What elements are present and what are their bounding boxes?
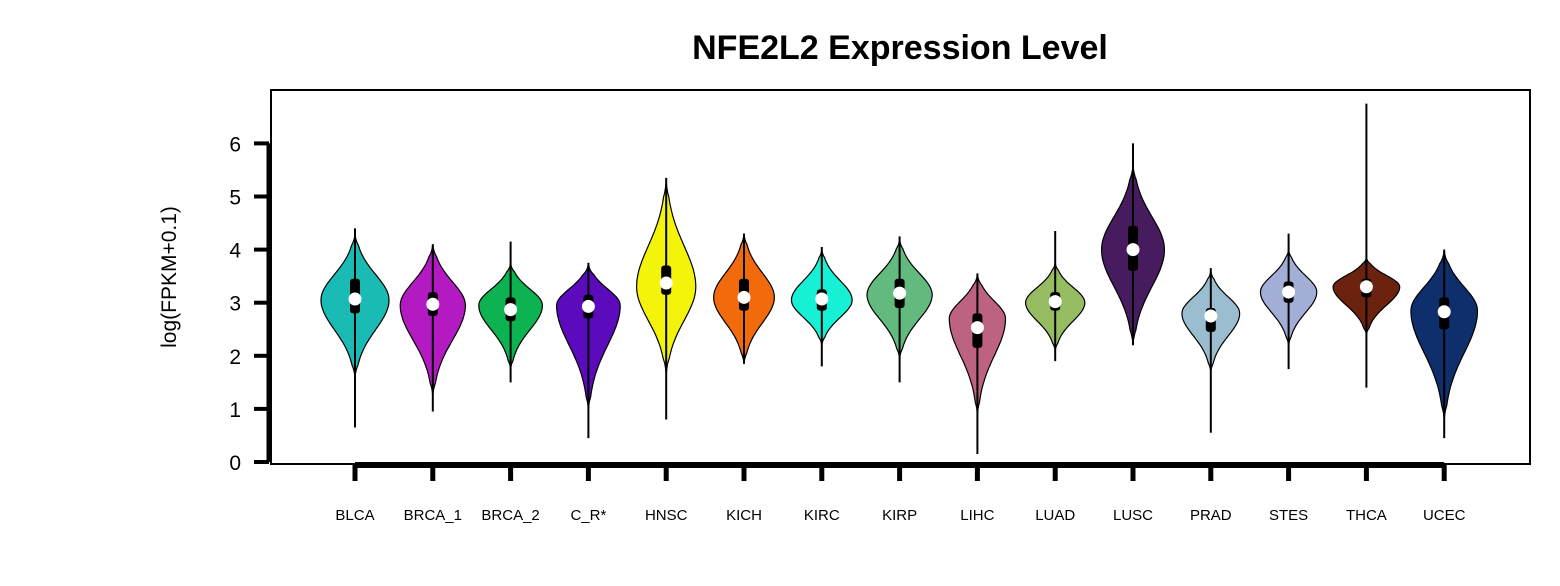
violin-thca — [1332, 103, 1401, 388]
x-tick-label: UCEC — [1423, 507, 1466, 524]
violin-median-point — [1437, 305, 1451, 319]
violin-median-point — [1048, 295, 1062, 309]
x-tick-label: BRCA_1 — [404, 507, 462, 524]
x-tick-label: KIRP — [882, 507, 917, 524]
y-tick-label: 5 — [229, 187, 241, 210]
x-tick-label: KICH — [726, 507, 762, 524]
x-tick-label: BLCA — [335, 507, 374, 524]
violin-brca-1 — [399, 244, 467, 412]
violin-median-point — [659, 276, 673, 290]
violin-median-point — [1126, 243, 1140, 257]
violin-median-point — [1204, 309, 1218, 323]
violin-median-point — [504, 303, 518, 317]
x-tick-label: KIRC — [804, 507, 840, 524]
y-axis-label: log(FPKM+0.1) — [158, 206, 181, 348]
y-tick-label: 0 — [229, 452, 241, 475]
violin-stes — [1259, 233, 1318, 370]
x-tick-label: BRCA_2 — [481, 507, 539, 524]
violin-prad — [1181, 268, 1241, 433]
y-tick-label: 4 — [229, 240, 241, 263]
violin-median-point — [970, 321, 984, 335]
violin-median-point — [737, 290, 751, 304]
violin-blca — [320, 228, 390, 428]
violin-median-point — [893, 286, 907, 300]
y-axis: 0 1 2 3 4 5 6 — [229, 133, 272, 475]
x-tick-label: PRAD — [1190, 507, 1232, 524]
violin-median-point — [426, 297, 440, 311]
violin-median-point — [1282, 285, 1296, 299]
violin-c-r- — [555, 262, 621, 439]
chart-title: NFE2L2 Expression Level — [692, 29, 1108, 67]
violin-series — [320, 103, 1479, 455]
violin-kirp — [866, 236, 933, 383]
violin-ucec — [1410, 249, 1479, 439]
violin-median-point — [581, 299, 595, 313]
y-tick-label: 1 — [229, 399, 241, 422]
violin-brca-2 — [478, 241, 544, 383]
x-tick-label: LUSC — [1113, 507, 1153, 524]
violin-hnsc — [635, 177, 697, 420]
violin-kirc — [790, 246, 853, 367]
x-tick-label: LUAD — [1035, 507, 1075, 524]
violin-kich — [713, 233, 775, 364]
violin-median-point — [1359, 280, 1373, 294]
y-tick-label: 3 — [229, 293, 241, 316]
y-tick-label: 6 — [229, 133, 241, 156]
violin-lusc — [1101, 143, 1165, 346]
x-tick-label: C_R* — [570, 507, 606, 524]
violin-luad — [1025, 231, 1086, 362]
violin-median-point — [815, 292, 829, 306]
violin-lihc — [948, 273, 1007, 455]
x-tick-label: THCA — [1346, 507, 1387, 524]
x-axis: BLCA BRCA_1 BRCA_2 C_R* HNSC KICH KIRC KIRP LIHC… — [335, 462, 1466, 524]
x-tick-label: STES — [1269, 507, 1308, 524]
violin-median-point — [348, 292, 362, 306]
y-tick-label: 2 — [229, 346, 241, 369]
x-tick-label: HNSC — [645, 507, 688, 524]
x-tick-label: LIHC — [960, 507, 994, 524]
